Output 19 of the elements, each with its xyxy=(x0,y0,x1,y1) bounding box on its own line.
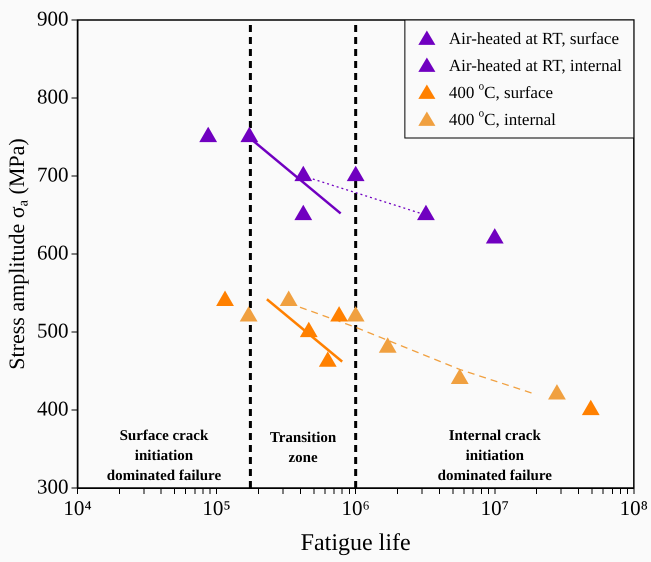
annotation: Surface crack initiation dominated failure xyxy=(106,428,222,484)
y-tick-label: 800 xyxy=(37,84,68,109)
x-tick-label: 10⁵ xyxy=(202,496,231,520)
x-tick-label: 10⁴ xyxy=(63,496,92,520)
x-tick-label: 10⁷ xyxy=(480,496,509,520)
y-tick-label: 500 xyxy=(37,318,68,343)
legend-label: Air-heated at RT, surface xyxy=(448,28,619,48)
annotation: Internal crack initiation dominated failure xyxy=(438,428,552,484)
y-tick-label: 400 xyxy=(37,396,68,421)
legend-label: Air-heated at RT, internal xyxy=(448,56,622,75)
y-tick-label: 900 xyxy=(37,6,68,31)
annotation: Transition zone xyxy=(270,430,337,466)
x-tick-label: 10⁸ xyxy=(620,496,648,520)
x-axis-title: Fatigue life xyxy=(300,530,411,556)
y-tick-label: 600 xyxy=(37,240,68,265)
x-tick-label: 10⁶ xyxy=(342,496,370,520)
y-tick-label: 300 xyxy=(37,474,68,499)
y-tick-label: 700 xyxy=(37,162,68,187)
y-axis-title: Stress amplitude σa (MPa) xyxy=(4,138,32,370)
